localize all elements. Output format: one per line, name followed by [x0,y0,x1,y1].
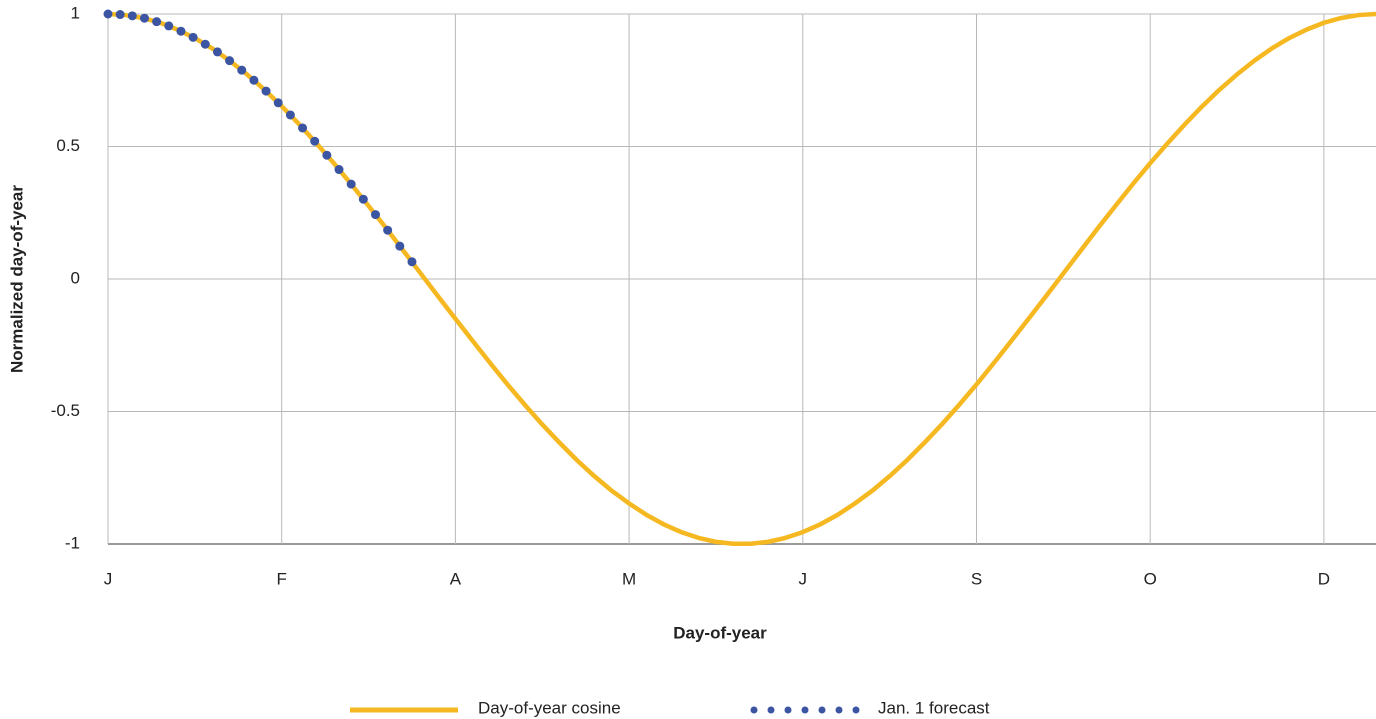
forecast-point [127,11,137,21]
legend-swatch [750,706,758,714]
x-tick-label: D [1318,569,1330,588]
y-tick-label: -0.5 [51,401,80,420]
y-axis-title: Normalized day-of-year [7,185,26,373]
forecast-point [139,13,149,23]
x-axis-title: Day-of-year [673,623,767,642]
series-line [107,11,1376,546]
forecast-point [298,123,308,133]
y-tick-label: 1 [71,3,80,22]
forecast-point [152,17,162,27]
forecast-point [322,150,332,160]
forecast-point [103,9,113,19]
forecast-point [334,165,344,175]
forecast-point [188,32,198,42]
legend-swatch [852,706,860,714]
forecast-point [346,179,356,189]
forecast-point [200,39,210,49]
forecast-point [383,225,393,235]
y-tick-label: -1 [65,533,80,552]
legend-swatch [801,706,809,714]
forecast-point [261,86,271,96]
legend-label: Day-of-year cosine [478,698,621,717]
forecast-point [407,257,417,267]
forecast-point [370,210,380,220]
x-tick-label: O [1144,569,1157,588]
legend-swatch [835,706,843,714]
x-tick-label: S [971,569,982,588]
forecast-point [225,56,235,66]
forecast-point [164,21,174,31]
x-tick-label: M [622,569,636,588]
y-tick-label: 0 [71,268,80,287]
forecast-point [273,98,283,108]
x-tick-label: J [799,569,808,588]
x-tick-label: A [450,569,462,588]
legend-swatch [818,706,826,714]
forecast-point [176,26,186,36]
legend-swatch [767,706,775,714]
forecast-point [249,75,259,85]
forecast-point [115,10,125,20]
forecast-point [358,194,368,204]
legend-swatch [784,706,792,714]
forecast-point [310,136,320,146]
legend-label: Jan. 1 forecast [878,698,990,717]
x-tick-label: F [277,569,287,588]
y-tick-label: 0.5 [56,136,80,155]
x-tick-label: J [104,569,113,588]
forecast-point [285,110,295,120]
forecast-point [212,47,222,57]
forecast-point [237,65,247,75]
forecast-point [395,241,405,251]
